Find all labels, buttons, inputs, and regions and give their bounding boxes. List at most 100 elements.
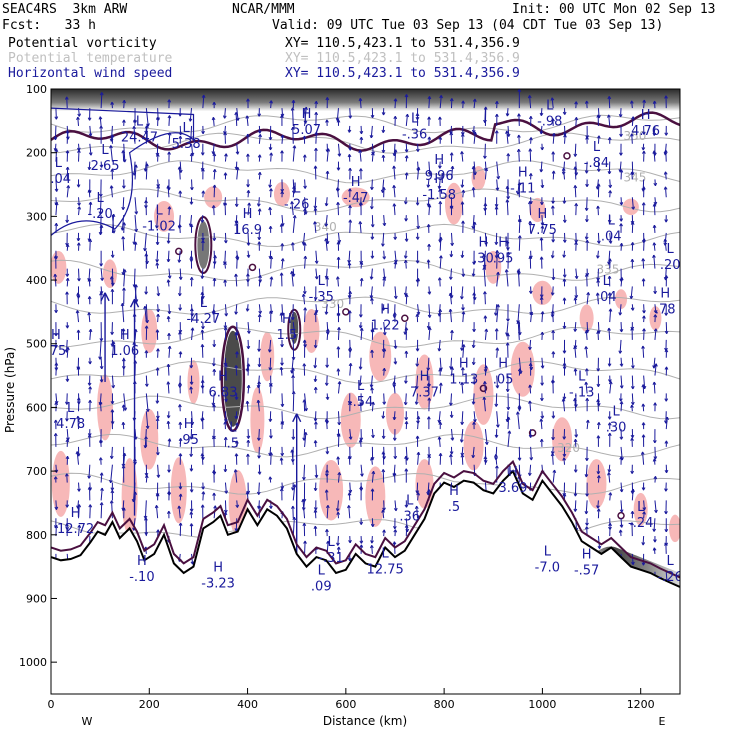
pv-near-surface-contour [51,459,680,579]
wind-vector [99,357,104,370]
wind-vector [449,393,453,406]
wind-vector [483,291,487,305]
extrema-type: L [593,140,601,155]
pv-shade-region [669,514,680,543]
wind-vector [100,268,104,281]
wind-vector [234,411,239,420]
wind-vector [371,429,375,439]
wind-vector [393,261,398,269]
wind-vector [506,416,511,430]
wind-vector [290,304,295,321]
wind-vector [630,242,635,251]
wind-vector [167,132,172,144]
wind-vector [551,197,555,204]
wind-vector [234,518,239,532]
wind-vector [540,179,545,189]
wind-vector [415,143,420,152]
wind-vector [336,511,341,519]
wind-vector [200,215,205,223]
wind-vector [415,250,420,264]
wind-vector [99,92,104,109]
wind-vector [585,419,590,430]
wind-vector [360,464,364,477]
wind-vector [404,172,409,180]
wind-vector [88,125,93,137]
wind-vector [403,259,408,269]
wind-vector [663,149,668,162]
wind-vector [245,115,250,126]
wind-vector [178,421,183,430]
wind-vector [641,403,646,412]
wind-vector [110,393,115,405]
wind-vector [65,346,70,358]
high-label: H16.9 [233,207,262,238]
wind-vector [336,546,341,554]
wind-vector [201,240,205,251]
wind-vector [618,339,623,354]
wind-vector [371,470,376,483]
wind-vector [517,235,522,251]
wind-vector [336,536,340,546]
wind-vector [540,143,545,151]
wind-vector [483,456,488,465]
wind-vector [607,215,612,224]
wind-vector [246,339,251,350]
wind-vector [506,333,510,340]
wind-vector [144,325,149,340]
extrema-value: 6.83 [209,385,238,400]
wind-vector [201,94,206,109]
wind-vector [109,446,114,459]
wind-vector [99,292,103,305]
wind-vector [608,522,612,537]
wind-vector [66,185,71,198]
wind-vector [88,201,93,216]
wind-vector [382,348,387,358]
wind-vector [550,310,555,323]
wind-vector [189,464,194,472]
wind-vector [540,331,545,340]
wind-vector [144,253,149,269]
extrema-value: 1.5 [277,328,298,343]
wind-vector [65,130,70,144]
wind-vector [640,451,645,465]
x-tick-label: 1200 [627,698,655,711]
high-label: H.05 [493,357,514,388]
wind-vector [404,232,409,242]
extrema-value: -.04 [46,172,71,187]
wind-vector [584,464,589,478]
extrema-value: -.31 [318,551,343,566]
wind-vector [200,329,205,340]
wind-vector [178,493,183,501]
wind-vector [562,362,567,376]
y-tick-label: 800 [26,529,47,542]
wind-vector [573,368,578,376]
plot-frame [50,88,681,695]
pv-shade-region [552,417,573,462]
wind-vector [54,362,59,376]
terrain-layer [51,459,680,694]
theta-label: 320 [557,441,580,455]
wind-vector [550,205,555,216]
wind-vector [584,273,589,287]
wind-vector [631,553,635,565]
wind-vector [404,327,409,340]
wind-vector [268,225,273,233]
wind-vector [348,363,353,376]
wind-vector [348,482,353,494]
extrema-value: -.24 [628,516,653,531]
wind-vector [573,398,577,412]
theta-contour [51,188,680,213]
theta-label: 345 [623,170,646,184]
wind-vector [358,149,363,162]
wind-vector [335,108,340,121]
wind-vector [65,438,70,447]
wind-vector [257,381,261,394]
low-label: L-4.27 [187,296,221,327]
low-label: L-.35 [309,274,334,305]
wind-vector [630,327,635,340]
wind-vector [303,208,307,216]
extrema-type: L [293,181,301,196]
wind-vector [292,145,297,162]
wind-vector [155,250,160,263]
wind-vector [652,429,657,444]
